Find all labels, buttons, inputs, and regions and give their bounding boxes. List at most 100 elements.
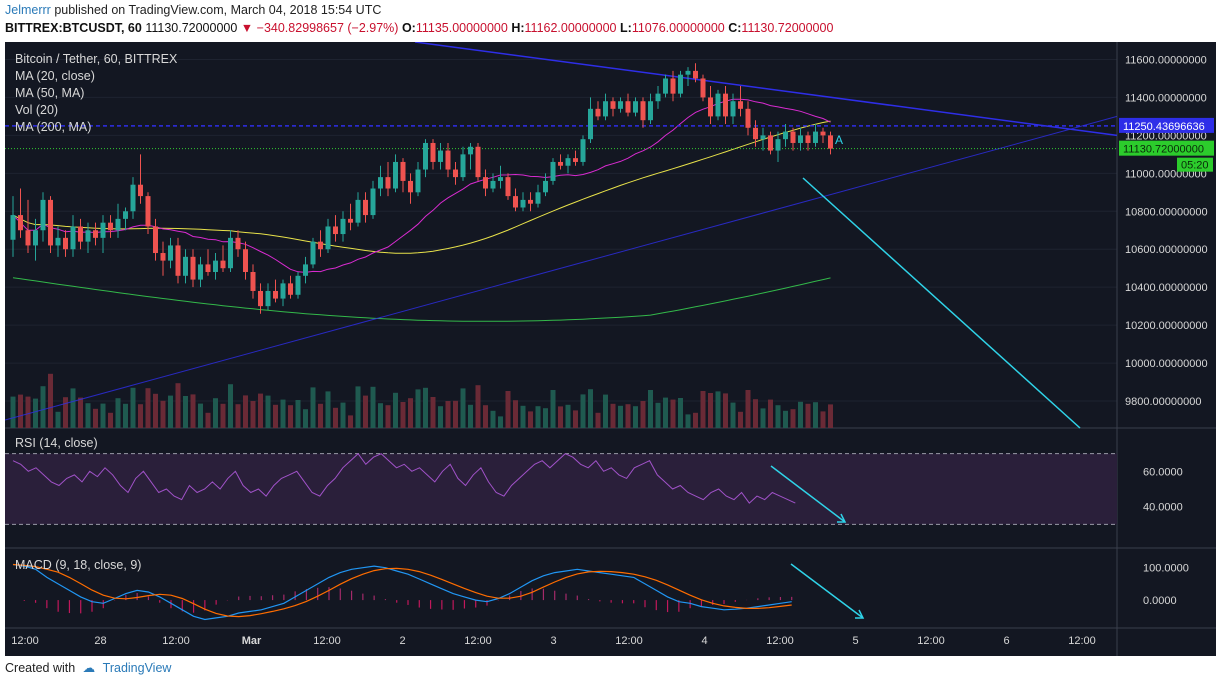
volume-bar: [213, 398, 218, 428]
candle-body: [93, 230, 98, 238]
volume-bar: [355, 386, 361, 428]
volume-bar: [618, 405, 623, 428]
candle-body: [655, 93, 661, 102]
volume-bar: [610, 403, 616, 428]
candle-body: [505, 177, 511, 197]
volume-bar: [108, 412, 113, 428]
candle-body: [790, 131, 796, 143]
volume-bar: [730, 402, 736, 428]
time-tick-label: Mar: [242, 635, 262, 647]
volume-bar: [790, 409, 796, 428]
volume-bar: [670, 399, 676, 428]
countdown-label: 05:20: [1181, 160, 1209, 172]
candle-body: [528, 199, 533, 204]
volume-bar: [85, 403, 91, 428]
rsi-band: [5, 453, 1117, 525]
candle-body: [798, 135, 803, 143]
chart-canvas[interactable]: 11600.00000000 11400.00000000 11200.000000…: [5, 42, 1216, 656]
volume-bar: [78, 397, 83, 428]
volume-bar: [580, 394, 586, 428]
current-price-label: 11130.72000000: [1123, 144, 1204, 156]
candle-body: [408, 180, 413, 193]
volume-bar: [565, 404, 571, 428]
volume-bar: [648, 390, 653, 428]
candle-body: [498, 177, 503, 181]
legend-title: Bitcoin / Tether, 60, BITTREX: [15, 52, 178, 66]
volume-bar: [318, 403, 323, 428]
volume-bar: [783, 410, 788, 428]
volume-bar: [228, 384, 233, 428]
volume-bar: [595, 412, 601, 428]
volume-bar: [655, 402, 661, 428]
candle-body: [543, 180, 548, 193]
volume-bar: [453, 400, 458, 428]
high-value: 11162.00000000: [524, 21, 617, 35]
volume-bar: [33, 398, 38, 428]
candle-body: [400, 161, 406, 181]
time-tick-label: 12:00: [464, 635, 492, 647]
volume-bar: [288, 405, 293, 428]
author-link[interactable]: Jelmerrr: [5, 3, 51, 17]
candle-body: [130, 184, 136, 212]
chart-area[interactable]: 11600.00000000 11400.00000000 11200.000000…: [5, 42, 1216, 656]
candle-body: [565, 158, 571, 166]
volume-bar: [693, 412, 698, 428]
candle-body: [648, 101, 653, 121]
price-tick-label: 11200.00000000: [1125, 130, 1207, 142]
volume-bar: [333, 407, 338, 428]
volume-bar: [625, 404, 631, 428]
created-with-text: Created with: [5, 661, 76, 675]
volume-bar: [588, 389, 593, 428]
legend-ma20: MA (20, close): [15, 69, 95, 83]
volume-bar: [310, 387, 316, 428]
volume-bar: [738, 411, 743, 428]
candle-body: [558, 161, 563, 166]
volume-bar: [558, 406, 563, 428]
candle-body: [820, 131, 826, 136]
volume-bar: [280, 399, 286, 428]
time-tick-label: 12:00: [313, 635, 341, 647]
volume-bar: [483, 405, 488, 428]
candle-body: [303, 264, 308, 276]
trend-line-descending: [414, 42, 1118, 137]
time-tick-label: 4: [701, 635, 707, 647]
volume-bar: [235, 404, 241, 428]
candle-body: [370, 188, 376, 216]
low-value: 11076.00000000: [631, 21, 725, 35]
volume-bar: [303, 409, 308, 428]
legend-vol: Vol (20): [15, 103, 59, 117]
candle-body: [685, 70, 691, 75]
candle-body: [625, 101, 631, 113]
volume-bar: [723, 393, 728, 428]
candle-body: [640, 101, 646, 121]
volume-bar: [633, 406, 638, 428]
macd-signal-line: [12, 563, 792, 618]
volume-bar: [438, 406, 443, 428]
volume-bar: [153, 393, 158, 428]
tradingview-link[interactable]: TradingView: [102, 661, 172, 675]
candle-body: [228, 237, 233, 269]
candle-body: [325, 226, 331, 250]
open-value: 11135.00000000: [415, 21, 508, 35]
volume-bar: [543, 408, 548, 428]
candle-body: [633, 101, 638, 113]
level-price-badge: [1119, 117, 1214, 133]
tradingview-logo-icon[interactable]: ☁: [82, 661, 96, 675]
candle-body: [768, 135, 773, 151]
volume-bar: [370, 386, 376, 428]
volume-bar: [393, 392, 398, 428]
price-tick-label: 11400.00000000: [1125, 92, 1207, 104]
volume-bar: [70, 388, 76, 428]
candle-body: [693, 70, 698, 79]
volume-bar: [663, 397, 668, 428]
candle-body: [108, 222, 113, 231]
candle-body: [490, 180, 496, 189]
volume-bar: [760, 408, 766, 428]
volume-bar: [423, 387, 428, 428]
candle-body: [828, 135, 833, 149]
candle-body: [475, 146, 481, 178]
close-label: C:: [728, 21, 742, 35]
time-tick-label: 2: [399, 635, 405, 647]
price-tick-label: 9800.00000000: [1125, 396, 1201, 408]
volume-bar: [40, 386, 46, 428]
